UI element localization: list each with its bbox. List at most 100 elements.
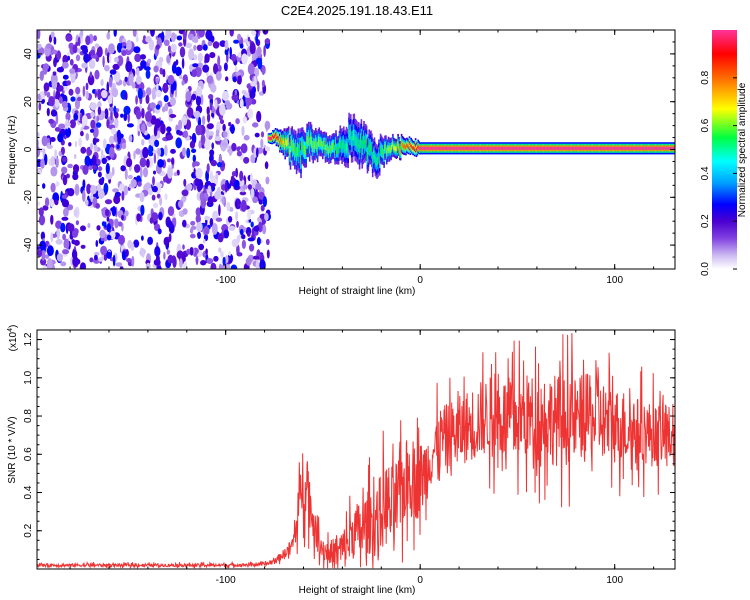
signal-cell xyxy=(393,145,396,151)
noise-cell xyxy=(247,36,251,42)
noise-cell xyxy=(94,90,98,98)
noise-cell xyxy=(233,179,240,189)
noise-cell xyxy=(46,107,50,117)
noise-cell xyxy=(62,54,69,65)
noise-cell xyxy=(234,89,238,96)
noise-cell xyxy=(140,54,146,60)
signal-cell xyxy=(403,144,405,149)
noise-cell xyxy=(176,169,180,176)
noise-cell xyxy=(130,179,137,188)
noise-cell xyxy=(195,255,199,266)
signal-cell xyxy=(634,146,637,150)
noise-cell xyxy=(81,62,88,69)
signal-cell xyxy=(343,143,346,153)
signal-cell xyxy=(468,146,470,150)
noise-cell xyxy=(46,43,52,49)
signal-cell xyxy=(623,146,625,150)
noise-cell xyxy=(112,254,116,267)
signal-cell xyxy=(542,146,545,150)
noise-cell xyxy=(50,214,54,225)
noise-cell xyxy=(185,42,192,49)
noise-cell xyxy=(73,164,80,173)
noise-cell xyxy=(41,249,46,261)
noise-cell xyxy=(251,227,255,240)
noise-cell xyxy=(75,54,81,62)
noise-cell xyxy=(231,142,237,152)
noise-cell xyxy=(207,185,212,193)
noise-cell xyxy=(44,254,50,259)
noise-cell xyxy=(196,85,203,97)
noise-cell xyxy=(64,122,71,127)
signal-cell xyxy=(559,146,561,150)
signal-cell xyxy=(578,146,581,150)
signal-cell xyxy=(273,134,276,138)
signal-cell xyxy=(450,146,453,150)
noise-cell xyxy=(155,77,159,84)
noise-cell xyxy=(191,69,197,78)
noise-cell xyxy=(209,52,216,59)
signal-cell xyxy=(299,142,301,153)
noise-cell xyxy=(198,243,205,251)
noise-cell xyxy=(172,80,177,91)
signal-cell xyxy=(444,146,447,150)
noise-cell xyxy=(230,255,233,260)
noise-cell xyxy=(100,79,104,86)
noise-cell xyxy=(128,73,134,86)
noise-cell xyxy=(109,53,112,64)
noise-cell xyxy=(257,81,260,93)
signal-cell xyxy=(630,146,632,150)
noise-cell xyxy=(140,166,143,179)
noise-cell xyxy=(157,228,162,235)
signal-cell xyxy=(285,138,287,145)
signal-cell xyxy=(421,146,424,150)
noise-cell xyxy=(80,30,84,37)
spectrogram-y-ticks: -40 -20 0 20 40 xyxy=(23,29,675,270)
noise-cell xyxy=(230,175,235,183)
signal-cell xyxy=(382,148,384,155)
noise-cell xyxy=(81,114,88,126)
signal-cell xyxy=(370,143,372,152)
noise-cell xyxy=(62,61,69,69)
noise-cell xyxy=(135,148,141,155)
y-tick-label: 20 xyxy=(23,96,34,108)
noise-cell xyxy=(37,201,41,206)
signal-cell xyxy=(655,146,658,150)
signal-cell xyxy=(617,146,620,150)
signal-cell xyxy=(322,140,325,147)
signal-cell xyxy=(478,146,481,150)
signal-cell xyxy=(624,146,627,150)
noise-cell xyxy=(80,225,86,232)
noise-cell xyxy=(135,67,140,77)
noise-cell xyxy=(239,191,247,196)
noise-cell xyxy=(105,162,110,175)
signal-cell xyxy=(485,146,488,150)
noise-cell xyxy=(51,79,58,90)
signal-cell xyxy=(344,144,347,154)
noise-cell xyxy=(210,262,217,269)
noise-cell xyxy=(193,167,196,179)
signal-cell xyxy=(415,148,418,152)
signal-cell xyxy=(368,142,370,151)
noise-cell xyxy=(39,240,46,251)
noise-cell xyxy=(104,199,113,205)
signal-cell xyxy=(373,150,376,159)
signal-cell xyxy=(419,147,421,150)
noise-cell xyxy=(253,225,260,232)
noise-cell xyxy=(223,229,230,239)
noise-cell xyxy=(197,52,203,63)
signal-cell xyxy=(626,146,629,150)
signal-cell xyxy=(319,140,321,147)
signal-cell xyxy=(536,146,539,150)
noise-cell xyxy=(37,30,41,40)
noise-cell xyxy=(205,128,210,139)
noise-cell xyxy=(228,122,232,127)
noise-cell xyxy=(112,63,120,70)
noise-cell xyxy=(94,254,98,261)
noise-cell xyxy=(51,49,58,55)
noise-cell xyxy=(185,91,192,102)
noise-cell xyxy=(182,208,188,215)
noise-cell xyxy=(195,30,199,34)
signal-cell xyxy=(588,146,590,150)
signal-cell xyxy=(350,129,352,140)
noise-cell xyxy=(197,116,202,128)
